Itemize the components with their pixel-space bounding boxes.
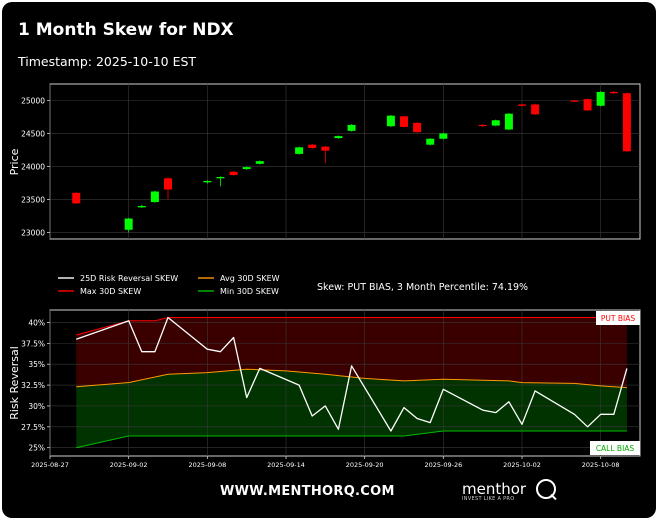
- candle-body: [150, 191, 159, 203]
- put-bias-label-box: [596, 311, 640, 325]
- price-y-tick-label: 25000: [21, 96, 45, 105]
- rr-y-tick-label: 30%: [28, 402, 45, 411]
- price-y-tick-label: 23500: [21, 195, 45, 204]
- skew-annotation: Skew: PUT BIAS, 3 Month Percentile: 74.1…: [317, 282, 528, 293]
- footer-url[interactable]: WWW.MENTHORQ.COM: [220, 484, 395, 499]
- candle-body: [334, 136, 343, 139]
- candle-body: [386, 115, 395, 127]
- rr-x-tick-label: 2025-09-02: [110, 461, 148, 469]
- put-bias-zone: [76, 317, 627, 388]
- call-bias-zone: [76, 369, 627, 448]
- candle-body: [164, 178, 172, 190]
- brand-name: menthor: [462, 480, 527, 498]
- call-bias-label-box: [590, 441, 640, 455]
- rr-x-tick-label: 2025-08-27: [31, 461, 69, 469]
- candle-body: [347, 124, 356, 131]
- candle-body: [478, 124, 487, 127]
- price-chart: 23000 23500 24000 24500 25000 Price: [8, 83, 641, 240]
- put-bias-label: PUT BIAS: [601, 314, 635, 323]
- price-y-label: Price: [8, 148, 21, 175]
- price-grid: [49, 84, 640, 239]
- candle-body: [518, 104, 526, 106]
- candle-body: [531, 104, 540, 115]
- candle-body: [439, 133, 448, 139]
- brand-q-icon: [536, 479, 556, 499]
- risk-reversal-line: [75, 316, 628, 432]
- max-30d-skew-line: [76, 317, 627, 336]
- candle-body: [413, 122, 422, 133]
- zone-labels: PUT BIAS CALL BIAS: [590, 311, 640, 455]
- legend-min-skew-label: Min 30D SKEW: [220, 287, 279, 296]
- candle-body: [426, 138, 435, 145]
- call-bias-label: CALL BIAS: [596, 444, 635, 453]
- candle-body: [308, 144, 317, 148]
- candle-body: [72, 192, 81, 204]
- rr-x-tick-label: 2025-10-08: [582, 461, 620, 469]
- rr-x-tick-label: 2025-09-08: [188, 461, 226, 469]
- price-plot-area: [49, 83, 641, 240]
- price-y-ticks: 23000 23500 24000 24500 25000: [21, 96, 50, 237]
- min-30d-skew-line: [76, 430, 627, 449]
- price-y-tick-label: 24500: [21, 129, 45, 138]
- rr-y-tick-label: 25%: [28, 444, 45, 453]
- legend-max-skew-label: Max 30D SKEW: [80, 287, 141, 296]
- candle-body: [609, 91, 618, 94]
- candle-body: [229, 171, 238, 176]
- candle-body: [504, 113, 513, 130]
- risk-reversal-chart: 25D Risk Reversal SKEW Max 30D SKEW Avg 30…: [8, 274, 641, 469]
- bias-zones: [76, 317, 627, 448]
- avg-30d-skew-line: [76, 368, 627, 389]
- candle-body: [570, 100, 579, 102]
- candle-body: [622, 93, 631, 152]
- rr-y-ticks: 25% 27.5% 30% 32.5% 35% 37.5% 40%: [21, 319, 50, 453]
- candle-body: [400, 116, 408, 127]
- price-y-tick-label: 23000: [21, 228, 45, 237]
- candle-body: [491, 120, 500, 126]
- chart-timestamp: Timestamp: 2025-10-10 EST: [18, 54, 197, 69]
- rr-x-tick-label: 2025-09-14: [267, 461, 305, 469]
- candle-body: [137, 206, 146, 208]
- candle-body: [583, 99, 592, 111]
- legend-risk-reversal-label: 25D Risk Reversal SKEW: [80, 274, 178, 283]
- candle-body: [255, 161, 264, 164]
- candle-body: [242, 167, 251, 170]
- rr-x-ticks: 2025-08-27 2025-09-02 2025-09-08 2025-09-14…: [31, 456, 620, 469]
- rr-y-tick-label: 35%: [28, 360, 45, 369]
- rr-y-label: Risk Reversal: [8, 346, 21, 420]
- candle-body: [295, 147, 304, 154]
- rr-x-tick-label: 2025-09-20: [346, 461, 384, 469]
- candle-body: [203, 180, 212, 183]
- chart-frame: 1 Month Skew for NDX Timestamp: 2025-10-…: [2, 2, 656, 518]
- brand-logo: menthor INVEST LIKE A PRO: [462, 480, 526, 502]
- rr-grid: [49, 310, 640, 456]
- brand-tagline: INVEST LIKE A PRO: [462, 496, 515, 502]
- rr-x-tick-label: 2025-09-26: [424, 461, 462, 469]
- chart-title: 1 Month Skew for NDX: [18, 20, 234, 40]
- rr-y-tick-label: 32.5%: [21, 381, 45, 390]
- rr-y-tick-label: 37.5%: [21, 339, 45, 348]
- price-candles: [72, 91, 631, 233]
- legend: 25D Risk Reversal SKEW Max 30D SKEW Avg 30…: [58, 274, 280, 296]
- rr-y-tick-label: 27.5%: [21, 423, 45, 432]
- price-y-tick-label: 24000: [21, 162, 45, 171]
- rr-x-tick-label: 2025-10-02: [503, 461, 541, 469]
- legend-avg-skew-label: Avg 30D SKEW: [220, 274, 280, 283]
- candle-body: [124, 218, 133, 230]
- rr-series-lines: [75, 316, 628, 449]
- candle-body: [596, 91, 605, 106]
- rr-y-tick-label: 40%: [28, 319, 45, 328]
- candle-body: [216, 177, 225, 179]
- candle-body: [321, 146, 330, 151]
